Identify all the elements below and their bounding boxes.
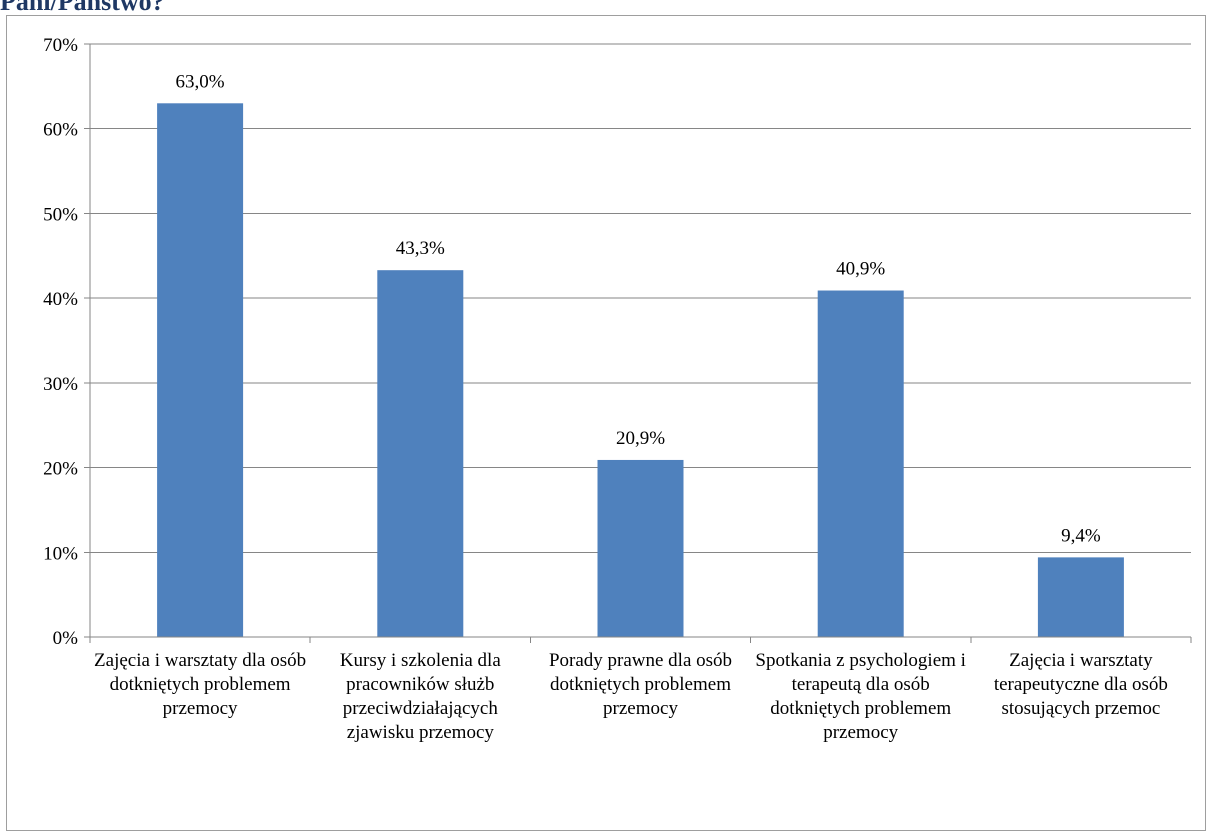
- chart-frame: 0% 10% 20% 30% 40% 50% 60% 70% 63,0% 43,3% 20,9% 40…: [6, 15, 1206, 831]
- x-category-label: Porady prawne dla osób dotkniętych probl…: [548, 650, 733, 719]
- y-tick-label: 70%: [43, 35, 78, 56]
- x-category-label: Spotkania z psychologiem i terapeutą dla…: [755, 650, 966, 743]
- data-label: 9,4%: [1061, 525, 1101, 546]
- y-tick-label: 60%: [43, 120, 78, 141]
- y-tick-label: 0%: [53, 628, 79, 649]
- y-tick-label: 20%: [43, 459, 78, 480]
- data-label: 63,0%: [176, 71, 225, 92]
- x-category-label: Zajęcia i warsztaty dla osób dotkniętych…: [94, 650, 307, 719]
- y-tick-label: 40%: [43, 289, 78, 310]
- bar: [377, 270, 464, 637]
- data-label: 43,3%: [396, 238, 445, 259]
- bar: [597, 459, 684, 637]
- bar: [157, 103, 244, 638]
- page-heading: Pani/Państwo?: [0, 0, 165, 16]
- bar: [1037, 557, 1124, 637]
- bar-chart: 0% 10% 20% 30% 40% 50% 60% 70% 63,0% 43,3% 20,9% 40…: [43, 35, 1192, 649]
- x-category-label: Zajęcia i warsztaty terapeutyczne dla os…: [993, 650, 1168, 719]
- data-label: 20,9%: [616, 428, 665, 449]
- y-tick-label: 10%: [43, 543, 78, 564]
- y-tick-label: 30%: [43, 374, 78, 395]
- data-label: 40,9%: [836, 259, 885, 280]
- bar: [817, 290, 904, 637]
- y-tick-label: 50%: [43, 204, 78, 225]
- x-category-label: Kursy i szkolenia dla pracowników służb …: [339, 650, 501, 743]
